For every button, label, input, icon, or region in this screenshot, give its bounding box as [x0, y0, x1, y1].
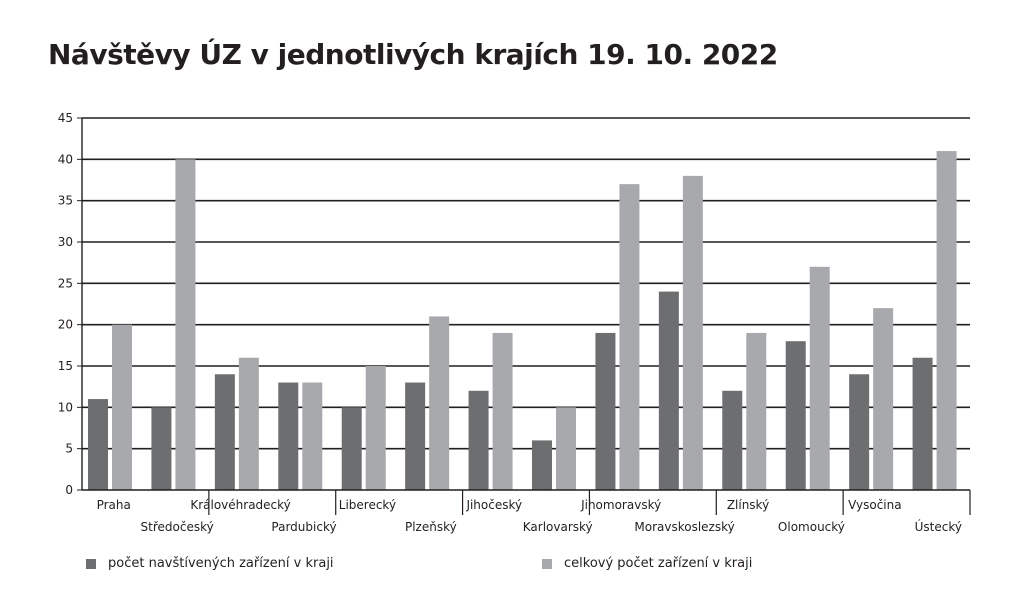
bar-visited: [658, 291, 679, 490]
chart-title: Návštěvy ÚZ v jednotlivých krajích 19. 1…: [48, 38, 778, 71]
legend-item-visited: počet navštívených zařízení v kraji: [86, 556, 334, 571]
y-axis-labels: 0 5 10 15 20 25 30 35 40 45: [58, 111, 73, 497]
bar-total: [873, 308, 894, 490]
x-tick-label: Liberecký: [339, 498, 396, 512]
bar-visited: [785, 341, 806, 490]
y-tick-label: 15: [58, 359, 73, 373]
x-axis-labels: Praha Středočeský Královéhradecký Pardubick…: [97, 498, 962, 534]
y-tick-label: 20: [58, 318, 73, 332]
legend-label-total: celkový počet zařízení v kraji: [564, 556, 753, 571]
bar-total: [936, 151, 957, 491]
bar-visited: [468, 390, 489, 490]
y-tick-label: 5: [65, 442, 73, 456]
y-tick-label: 30: [58, 235, 73, 249]
y-tick-label: 40: [58, 152, 73, 166]
bar-visited: [341, 407, 362, 490]
bar-total: [365, 366, 386, 490]
bar-visited: [88, 399, 108, 490]
bar-total: [492, 332, 513, 490]
x-tick-label: Královéhradecký: [190, 498, 290, 512]
bar-total: [809, 266, 830, 490]
legend-item-total: celkový počet zařízení v kraji: [542, 556, 752, 571]
x-tick-label: Karlovarský: [523, 520, 593, 534]
bar-visited: [151, 407, 172, 490]
x-tick-label: Praha: [97, 498, 131, 512]
bar-visited: [405, 382, 426, 490]
legend-swatch-total: [542, 558, 552, 569]
bar-total: [175, 159, 196, 491]
bar-total: [619, 184, 640, 490]
bar-visited: [532, 440, 552, 490]
x-tick-label: Pardubický: [271, 520, 336, 534]
x-tick-label: Moravskoslezský: [634, 520, 734, 534]
bar-visited: [595, 332, 616, 490]
bar-total: [238, 357, 259, 490]
bar-total: [682, 175, 703, 490]
bar-total: [429, 316, 450, 490]
y-tick-label: 0: [65, 483, 73, 497]
y-tick-label: 45: [58, 111, 73, 125]
x-tick-label: Zlínský: [727, 498, 769, 512]
x-tick-label: Jihočeský: [465, 498, 522, 512]
x-tick-label: Olomoucký: [778, 520, 845, 534]
y-tick-label: 25: [58, 276, 73, 290]
legend-swatch-visited: [86, 558, 96, 569]
bar-visited: [278, 382, 299, 490]
legend-label-visited: počet navštívených zařízení v kraji: [108, 556, 334, 571]
gridlines: [77, 117, 970, 491]
bar-total: [556, 407, 576, 490]
x-tick-label: Vysočina: [848, 498, 901, 512]
bar-total: [112, 324, 132, 490]
bar-total: [746, 332, 767, 490]
bar-visited: [912, 357, 933, 490]
bar-visited: [722, 390, 743, 490]
bar-total: [302, 382, 323, 490]
x-tick-label: Plzeňský: [405, 520, 457, 534]
bars: [88, 151, 957, 491]
y-tick-label: 10: [58, 400, 73, 414]
y-tick-label: 35: [58, 194, 73, 208]
x-tick-label: Středočeský: [141, 520, 214, 534]
axes: [81, 118, 971, 515]
bar-visited: [849, 374, 870, 490]
x-tick-label: Jihomoravský: [580, 498, 661, 512]
x-tick-label: Ústecký: [915, 519, 962, 534]
bar-visited: [214, 374, 235, 490]
